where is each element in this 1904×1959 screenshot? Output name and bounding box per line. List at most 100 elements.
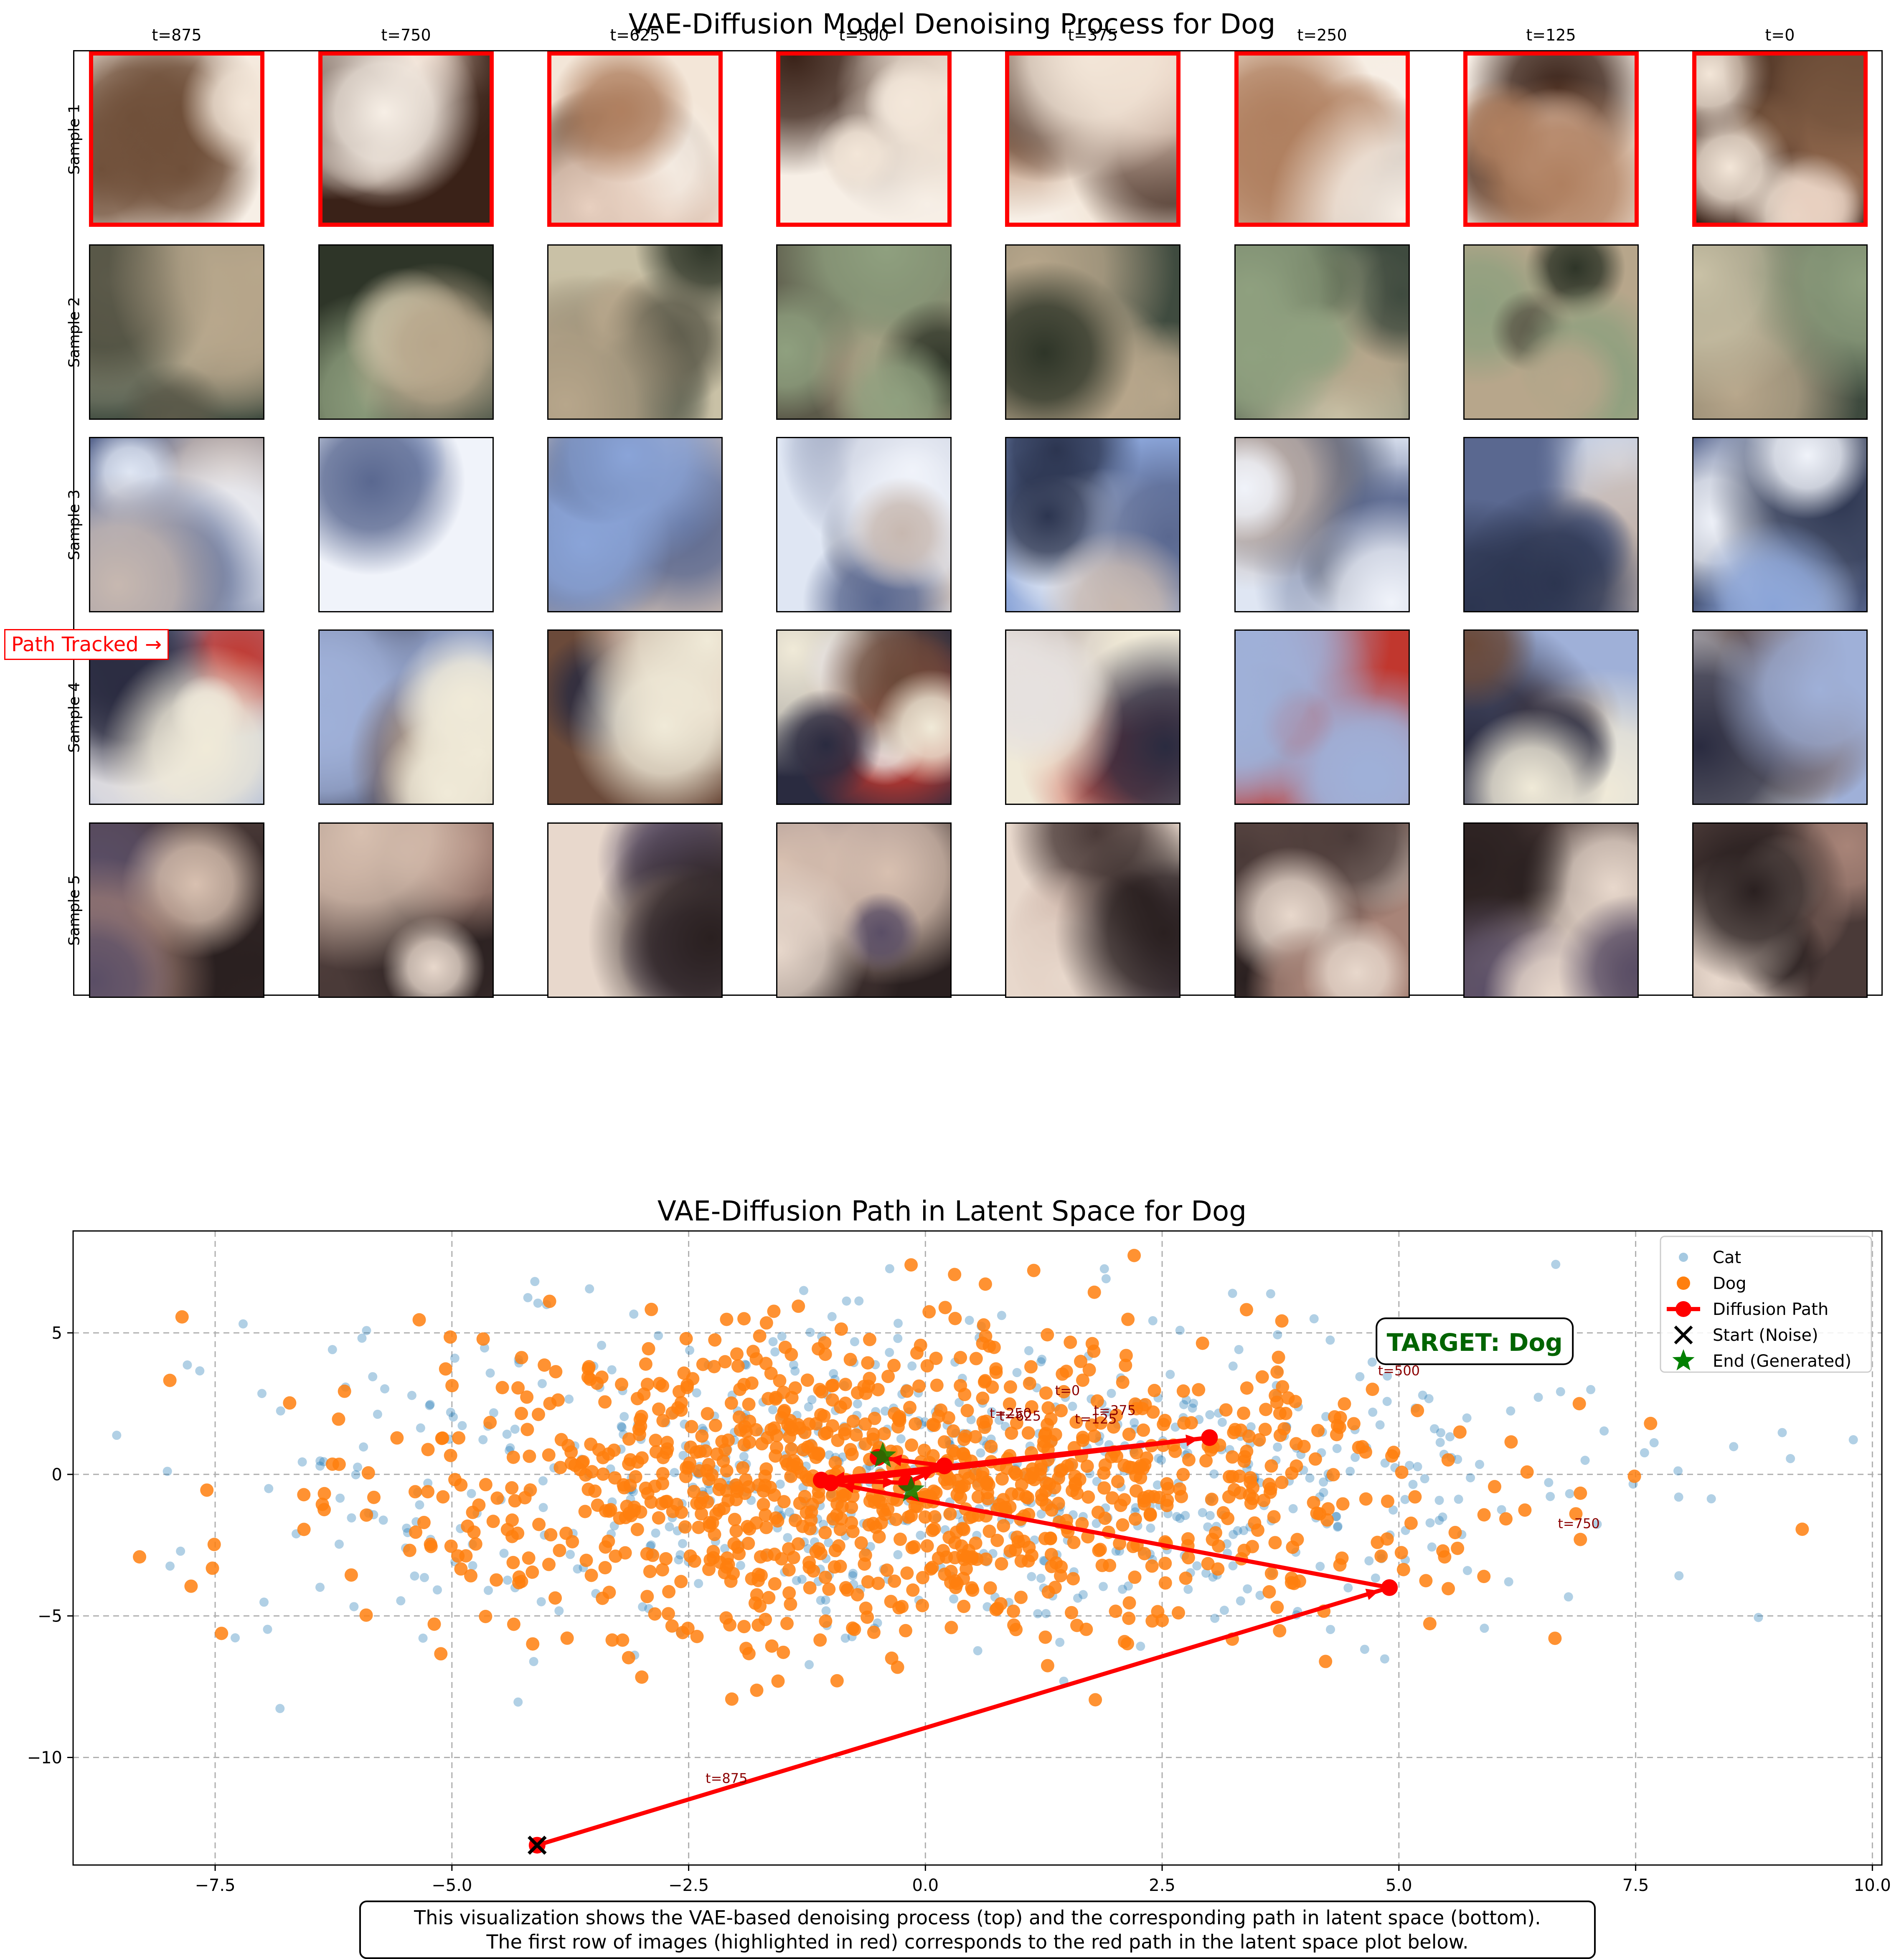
cat-point [1674,1571,1684,1581]
dog-point [742,1647,756,1660]
cat-point [1033,1609,1043,1619]
path-step-label: t=0 [1055,1383,1080,1398]
cat-point [347,1513,356,1523]
dog-point [435,1431,449,1445]
dog-point [748,1596,762,1610]
cat-point [854,1296,864,1306]
dog-point [1275,1476,1289,1490]
dog-point [737,1312,751,1326]
generated-image-sample-5-t875 [89,822,264,998]
dog-point [1121,1312,1135,1326]
cat-point [1332,1444,1342,1453]
dog-point [778,1340,792,1354]
dog-point [283,1396,297,1410]
dog-point [1572,1397,1586,1411]
cat-point [1673,1466,1683,1476]
dog-point [412,1313,426,1327]
dog-point [1143,1507,1157,1521]
dog-point [724,1396,738,1410]
dog-point [743,1435,757,1449]
dog-point [1003,1380,1017,1394]
cat-point [257,1389,267,1398]
dog-point [930,1378,944,1392]
dog-point [749,1516,763,1530]
dog-point [966,1583,980,1597]
dog-point [846,1414,860,1428]
dog-point [759,1357,773,1370]
column-label-t125: t=125 [1526,26,1576,44]
dog-point [1255,1370,1269,1384]
generated-image-sample-1-t625 [547,51,723,227]
dog-point [566,1535,579,1548]
dog-point [1453,1425,1467,1439]
dog-point [909,1417,922,1431]
dog-point [659,1495,673,1509]
dog-point [1574,1533,1587,1546]
cat-point [1228,1289,1237,1298]
dog-point [1059,1365,1073,1378]
dog-point [1038,1532,1052,1545]
cat-point [1165,1370,1175,1379]
cat-point [1273,1442,1282,1452]
dog-point [943,1507,957,1521]
dog-point [1023,1376,1036,1390]
dog-point [979,1552,993,1566]
dog-point [818,1336,832,1350]
cat-point [1556,1387,1565,1396]
dog-point [490,1573,503,1587]
dog-point [718,1355,732,1369]
cat-point [351,1470,360,1479]
dog-point [1024,1471,1038,1484]
cat-point [1551,1260,1561,1269]
cat-point [629,1309,639,1319]
dog-point [1333,1558,1347,1572]
cat-point [478,1435,488,1444]
dog-point [1089,1693,1102,1707]
dog-point [1385,1449,1399,1463]
dog-point [737,1620,751,1634]
cat-point [976,1448,985,1458]
dog-point [1262,1585,1276,1599]
cat-point [685,1345,695,1355]
dog-point [1338,1397,1351,1411]
dog-point [1244,1471,1257,1484]
dog-point [522,1551,536,1565]
cat-point [1497,1505,1506,1515]
cat-point [503,1576,512,1585]
cat-point [315,1583,325,1592]
dog-point [1313,1507,1327,1521]
dog-point [469,1537,482,1551]
cat-point [842,1296,851,1306]
dog-point [995,1472,1009,1486]
legend-label: Cat [1713,1248,1741,1267]
column-label-t0: t=0 [1765,26,1795,44]
dog-point [1326,1468,1340,1482]
cat-point [1201,1568,1211,1578]
dog-point [839,1581,853,1595]
cat-point [1228,1361,1238,1371]
cat-point [1504,1577,1513,1586]
dog-point [1145,1559,1159,1573]
cat-point [1099,1264,1109,1274]
cat-point [349,1602,359,1611]
dog-point [765,1639,779,1653]
cat-point [1413,1462,1422,1472]
cat-point [425,1400,435,1409]
dog-point [958,1388,972,1401]
cat-point [1255,1591,1265,1600]
dog-point [1442,1582,1455,1596]
cat-point [1153,1480,1162,1490]
cat-point [1777,1428,1787,1437]
dog-point [1277,1422,1291,1436]
cat-point [1180,1511,1190,1520]
diffusion-path-arrowhead [920,1470,934,1481]
cat-point [646,1540,656,1550]
dog-point [1285,1571,1298,1585]
dog-point [767,1421,781,1435]
dog-point [802,1417,816,1431]
dog-point [1423,1617,1437,1631]
dog-point [1080,1459,1094,1473]
cat-point [1425,1518,1435,1528]
cat-point [112,1431,122,1440]
dog-point [1128,1512,1142,1526]
